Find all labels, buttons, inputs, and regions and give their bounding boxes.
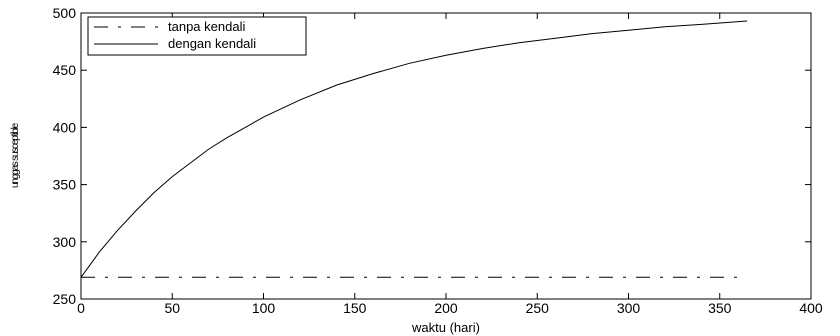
y-tick-label: 350 xyxy=(53,177,77,193)
y-tick-label: 300 xyxy=(53,234,77,250)
x-axis-label: waktu (hari) xyxy=(411,320,480,335)
x-tick-label: 100 xyxy=(252,300,276,316)
x-tick-label: 200 xyxy=(434,300,458,316)
x-tick-label: 150 xyxy=(343,300,367,316)
x-tick-labels: 0 50 100 150 200 250 300 350 400 xyxy=(77,300,823,316)
y-tick-labels: 250 300 350 400 450 500 xyxy=(53,5,77,307)
x-tick-label: 250 xyxy=(526,300,550,316)
legend-label-tanpa-kendali: tanpa kendali xyxy=(168,19,245,34)
x-tick-label: 300 xyxy=(617,300,641,316)
y-axis-label: unggas susceptible xyxy=(10,122,21,188)
series-layer xyxy=(80,20,748,278)
x-tick-label: 400 xyxy=(799,300,823,316)
x-tick-label: 50 xyxy=(164,300,180,316)
y-tick-label: 250 xyxy=(53,291,77,307)
x-tick-label: 350 xyxy=(708,300,732,316)
legend-box xyxy=(87,16,307,56)
y-tick-label: 450 xyxy=(53,62,77,78)
plot-area xyxy=(80,12,812,300)
y-tick-label: 400 xyxy=(53,119,77,135)
y-tick-label: 500 xyxy=(53,5,77,21)
legend-label-dengan-kendali: dengan kendali xyxy=(168,36,256,51)
legend: tanpa kendali dengan kendali xyxy=(87,16,307,56)
x-tick-label: 0 xyxy=(77,300,85,316)
axis-ticks xyxy=(80,12,812,300)
series-line-dengan-kendali xyxy=(80,20,748,278)
